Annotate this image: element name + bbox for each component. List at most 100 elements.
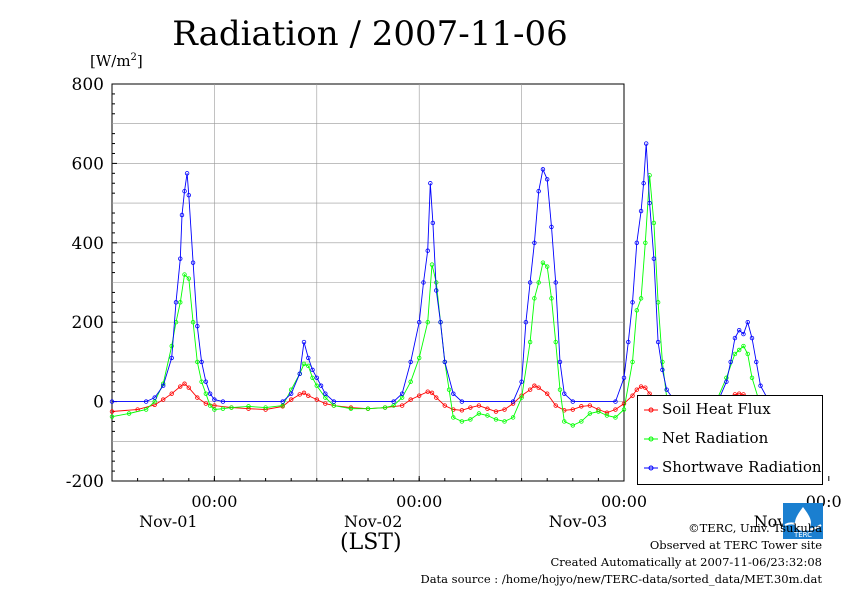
data-point — [626, 339, 631, 345]
data-point — [126, 411, 132, 416]
data-point — [655, 339, 661, 345]
data-point — [186, 192, 191, 198]
data-point — [212, 397, 217, 402]
data-point — [203, 379, 209, 384]
data-point — [745, 320, 750, 325]
data-point — [579, 404, 584, 409]
legend-item-soil-heat-flux: Soil Heat Flux — [644, 400, 771, 418]
data-point — [468, 405, 473, 410]
data-point — [638, 384, 644, 389]
data-point — [643, 141, 649, 146]
data-point — [451, 407, 456, 412]
y-tick-label: 800 — [72, 75, 104, 95]
x-tick-time-label: 00:00 — [601, 492, 647, 511]
terc-logo: TERC — [783, 503, 823, 539]
data-point — [382, 405, 388, 410]
x-axis-label: (LST) — [340, 530, 402, 555]
data-point — [430, 220, 436, 226]
data-point — [519, 379, 524, 384]
data-point — [604, 410, 610, 415]
data-point — [737, 347, 742, 353]
data-point — [570, 399, 575, 404]
legend-item-shortwave-radiation: Shortwave Radiation — [644, 458, 822, 476]
data-point — [493, 409, 499, 414]
data-point — [634, 308, 639, 313]
data-point — [442, 403, 447, 408]
data-point — [438, 320, 443, 325]
data-point — [647, 200, 652, 206]
data-point — [562, 391, 567, 396]
data-point — [207, 403, 213, 408]
x-tick-date-label: Nov-02 — [344, 512, 402, 531]
data-point — [408, 397, 413, 402]
data-point — [301, 339, 307, 345]
data-point — [553, 403, 558, 408]
data-point — [446, 387, 452, 392]
data-point — [190, 320, 196, 325]
data-point — [536, 188, 541, 194]
y-tick-label: -200 — [66, 472, 104, 492]
data-point — [408, 379, 413, 384]
data-point — [348, 406, 354, 411]
data-point — [660, 367, 665, 373]
data-point — [745, 351, 750, 357]
data-point — [741, 343, 746, 349]
data-point — [485, 406, 490, 411]
data-point — [143, 399, 149, 404]
data-point — [630, 300, 635, 305]
data-point — [391, 399, 396, 404]
data-point — [169, 391, 174, 396]
data-point — [190, 260, 196, 265]
data-point — [468, 417, 473, 422]
data-point — [510, 415, 516, 420]
data-point — [143, 407, 149, 412]
data-point — [476, 411, 482, 416]
data-point — [749, 335, 755, 341]
x-tick-time-label: 00:00 — [191, 492, 237, 511]
data-point — [732, 335, 738, 341]
data-point — [408, 359, 413, 365]
data-point — [442, 359, 447, 365]
data-point — [207, 391, 213, 396]
data-point — [527, 339, 533, 345]
data-point — [220, 406, 226, 411]
data-point — [532, 296, 537, 301]
data-point — [301, 361, 307, 367]
data-point — [310, 375, 315, 380]
data-point — [638, 296, 644, 301]
footer-created: Created Automatically at 2007-11-06/23:3… — [550, 555, 823, 569]
data-point — [182, 272, 187, 277]
x-tick-time-label: 00:00 — [396, 492, 442, 511]
data-point — [425, 320, 430, 325]
data-point — [178, 384, 183, 389]
data-point — [749, 375, 755, 380]
data-point — [519, 395, 524, 400]
data-point — [179, 212, 185, 218]
data-point — [152, 402, 157, 407]
data-point — [532, 383, 537, 388]
data-point — [421, 280, 426, 285]
data-point — [532, 240, 537, 245]
data-point — [630, 393, 635, 398]
data-point — [621, 401, 627, 406]
data-point — [195, 359, 200, 365]
data-point — [429, 262, 435, 267]
data-point — [297, 392, 302, 397]
data-point — [160, 383, 166, 388]
data-point — [587, 411, 593, 416]
data-point — [510, 399, 516, 404]
x-tick-date-label: Nov-01 — [139, 512, 197, 531]
data-point — [425, 389, 430, 394]
data-point — [754, 359, 759, 365]
data-point — [570, 407, 575, 412]
data-point — [182, 381, 187, 386]
data-point — [651, 256, 657, 261]
data-point — [160, 397, 166, 402]
data-point — [203, 401, 209, 406]
data-point — [428, 181, 433, 186]
data-point — [545, 177, 550, 182]
data-point — [186, 385, 191, 390]
data-point — [182, 188, 187, 194]
data-point — [434, 395, 439, 400]
series-line — [112, 143, 795, 403]
